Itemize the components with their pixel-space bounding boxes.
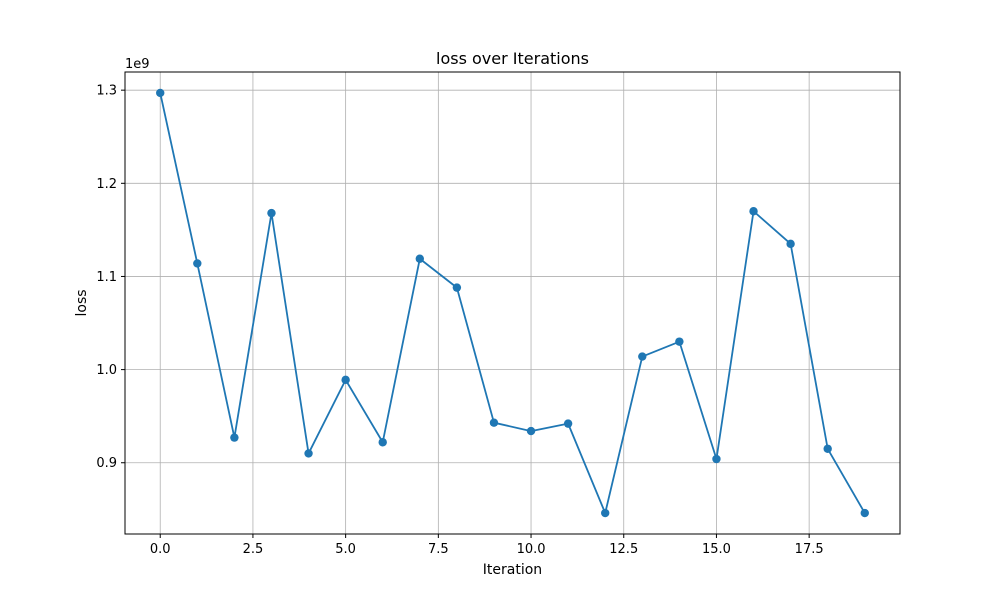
x-tick-label: 10.0 xyxy=(517,542,546,557)
data-point xyxy=(675,337,684,346)
data-point xyxy=(193,259,202,268)
data-point xyxy=(712,454,721,464)
y-tick-label: 1.3 xyxy=(96,84,117,99)
data-point xyxy=(786,239,795,249)
x-tick-label: 2.5 xyxy=(243,542,264,557)
y-offset-text: 1e9 xyxy=(125,57,150,72)
x-tick-label: 12.5 xyxy=(609,542,638,557)
series-layer xyxy=(156,88,869,518)
x-tick-label: 0.0 xyxy=(150,542,171,557)
chart-title: loss over Iterations xyxy=(436,49,589,68)
axes-frame xyxy=(124,71,901,535)
y-tick-label: 1.0 xyxy=(96,363,117,378)
y-axis: 0.9 1.0 1.1 1.2 1.3 xyxy=(96,84,125,471)
y-tick-label: 0.9 xyxy=(96,456,117,471)
data-point xyxy=(601,508,610,518)
data-point xyxy=(304,449,313,458)
x-tick-label: 7.5 xyxy=(428,542,449,557)
x-tick-label: 15.0 xyxy=(702,542,731,557)
data-point xyxy=(341,375,350,385)
data-point xyxy=(526,426,536,436)
data-point xyxy=(638,352,647,361)
data-point xyxy=(563,419,573,428)
series-line xyxy=(159,92,866,514)
y-axis-label: loss xyxy=(74,289,90,316)
data-point xyxy=(267,208,276,218)
y-tick-label: 1.2 xyxy=(96,177,117,192)
data-point xyxy=(378,438,387,447)
data-point xyxy=(415,254,424,263)
grid xyxy=(125,72,900,534)
plot-area xyxy=(124,71,901,535)
data-point xyxy=(452,283,462,292)
x-axis-label: Iteration xyxy=(483,562,542,578)
x-tick-label: 17.5 xyxy=(795,542,824,557)
data-point xyxy=(823,444,832,453)
data-point xyxy=(156,88,165,98)
data-point xyxy=(860,508,869,518)
data-point xyxy=(230,433,239,442)
y-tick-label: 1.1 xyxy=(96,270,117,285)
x-tick-label: 5.0 xyxy=(335,542,356,557)
x-axis: 0.0 2.5 5.0 7.5 10.0 12.5 15.0 17.5 xyxy=(150,534,824,557)
data-point xyxy=(489,418,499,427)
data-point xyxy=(749,207,758,216)
